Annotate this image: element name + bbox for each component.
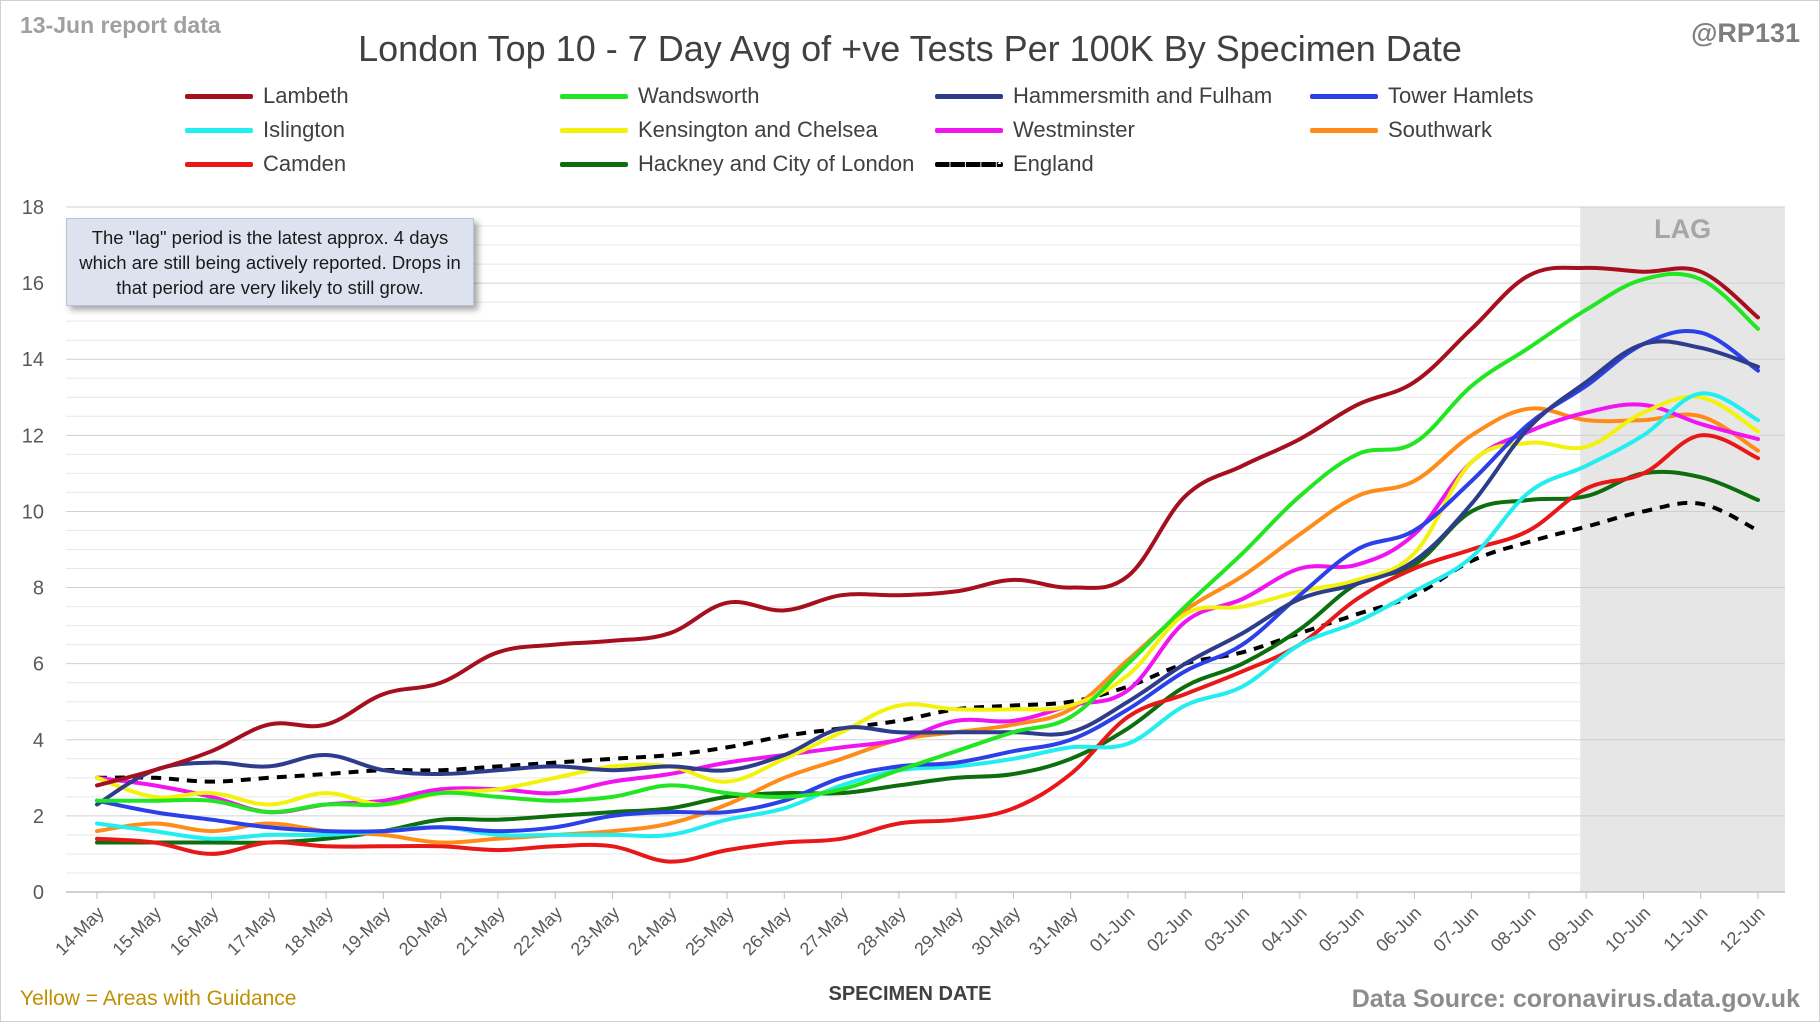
x-tick-label: 29-May	[910, 903, 967, 960]
legend-label: Kensington and Chelsea	[638, 117, 878, 142]
legend-label: Tower Hamlets	[1388, 83, 1534, 108]
x-tick-label: 24-May	[624, 903, 681, 960]
x-tick-label: 27-May	[796, 903, 853, 960]
x-tick-label: 26-May	[739, 903, 796, 960]
series-lines	[95, 265, 1760, 864]
x-tick-label: 25-May	[681, 903, 738, 960]
x-tick-label: 09-Jun	[1544, 903, 1597, 956]
series-line-camden	[95, 433, 1760, 864]
x-tick-label: 30-May	[968, 903, 1025, 960]
x-tick-label: 01-Jun	[1086, 903, 1139, 956]
lag-note: The "lag" period is the latest approx. 4…	[66, 218, 474, 306]
legend-swatch	[935, 93, 1003, 99]
series-line-hackney-and-city-of-london	[95, 469, 1760, 845]
lag-label: LAG	[1654, 214, 1711, 244]
legend-swatch	[560, 127, 628, 133]
legend-label: Lambeth	[263, 83, 349, 108]
x-tick-label: 19-May	[338, 903, 395, 960]
legend-label: Westminster	[1013, 117, 1135, 142]
x-tick-label: 31-May	[1025, 903, 1082, 960]
x-tick-label: 10-Jun	[1601, 903, 1654, 956]
legend-item: Southwark	[1310, 114, 1492, 146]
x-tick-label: 18-May	[280, 903, 337, 960]
series-line-islington	[95, 391, 1760, 841]
legend-item: Kensington and Chelsea	[560, 114, 878, 146]
series-line-tower-hamlets	[95, 329, 1760, 834]
legend-label: Islington	[263, 117, 345, 142]
series-line-lambeth	[95, 265, 1760, 788]
legend-swatch	[185, 161, 253, 167]
chart-title: London Top 10 - 7 Day Avg of +ve Tests P…	[358, 28, 1462, 69]
legend-label: Hackney and City of London	[638, 151, 915, 176]
y-tick-label: 12	[22, 425, 44, 447]
x-tick-label: 23-May	[567, 903, 624, 960]
report-date: 13-Jun report data	[20, 12, 221, 38]
x-tick-label: 05-Jun	[1315, 903, 1368, 956]
legend-swatch	[935, 161, 1003, 167]
y-tick-label: 16	[22, 273, 44, 295]
legend-item: Camden	[185, 148, 346, 180]
series-line-wandsworth	[95, 271, 1760, 815]
y-tick-label: 14	[22, 349, 44, 371]
legend-item: Tower Hamlets	[1310, 80, 1533, 112]
x-tick-label: 15-May	[109, 903, 166, 960]
legend-label: Hammersmith and Fulham	[1013, 83, 1273, 108]
legend-swatch	[1310, 93, 1378, 99]
x-tick-label: 20-May	[395, 903, 452, 960]
y-tick-label: 10	[22, 501, 44, 523]
x-tick-label: 17-May	[223, 903, 280, 960]
x-tick-label: 03-Jun	[1200, 903, 1253, 956]
guidance-footnote: Yellow = Areas with Guidance	[20, 987, 297, 1010]
y-tick-label: 8	[33, 578, 44, 600]
series-line-westminster	[95, 402, 1760, 815]
y-tick-label: 6	[33, 654, 44, 676]
x-tick-label: 07-Jun	[1429, 903, 1482, 956]
data-source: Data Source: coronavirus.data.gov.uk	[1351, 985, 1800, 1013]
x-tick-label: 21-May	[452, 903, 509, 960]
legend-swatch	[185, 127, 253, 133]
series-line-hammersmith-and-fulham	[95, 339, 1760, 807]
legend-item: Islington	[185, 114, 345, 146]
legend-item: Westminster	[935, 114, 1135, 146]
x-tick-label: 02-Jun	[1143, 903, 1196, 956]
x-axis-title: SPECIMEN DATE	[828, 983, 992, 1005]
x-tick-label: 22-May	[509, 903, 566, 960]
author-handle: @RP131	[1691, 18, 1800, 48]
legend-label: Wandsworth	[638, 83, 760, 108]
series-line-kensington-and-chelsea	[95, 394, 1760, 807]
x-tick-label: 14-May	[51, 903, 108, 960]
y-tick-label: 0	[33, 882, 44, 904]
legend-label: Southwark	[1388, 117, 1492, 142]
legend-item: Hammersmith and Fulham	[935, 80, 1272, 112]
gridlines	[66, 206, 1785, 874]
y-tick-label: 2	[33, 806, 44, 828]
x-tick-label: 12-Jun	[1716, 903, 1769, 956]
x-tick-label: 16-May	[166, 903, 223, 960]
legend-item: Lambeth	[185, 80, 349, 112]
x-tick-label: 06-Jun	[1372, 903, 1425, 956]
x-tick-label: 08-Jun	[1487, 903, 1540, 956]
x-tick-label: 11-Jun	[1659, 903, 1711, 955]
x-tick-label: 04-Jun	[1258, 903, 1311, 956]
legend-item: Hackney and City of London	[560, 148, 914, 180]
legend-label: England	[1013, 151, 1094, 176]
legend-swatch	[935, 127, 1003, 133]
x-tick-label: 28-May	[853, 903, 910, 960]
legend-swatch	[560, 93, 628, 99]
legend-item: England	[935, 148, 1094, 180]
legend-item: Wandsworth	[560, 80, 759, 112]
legend-swatch	[185, 93, 253, 99]
legend-swatch	[560, 161, 628, 167]
y-tick-label: 18	[22, 197, 44, 219]
legend-swatch	[1310, 127, 1378, 133]
legend-label: Camden	[263, 151, 347, 176]
y-tick-label: 4	[33, 730, 44, 752]
